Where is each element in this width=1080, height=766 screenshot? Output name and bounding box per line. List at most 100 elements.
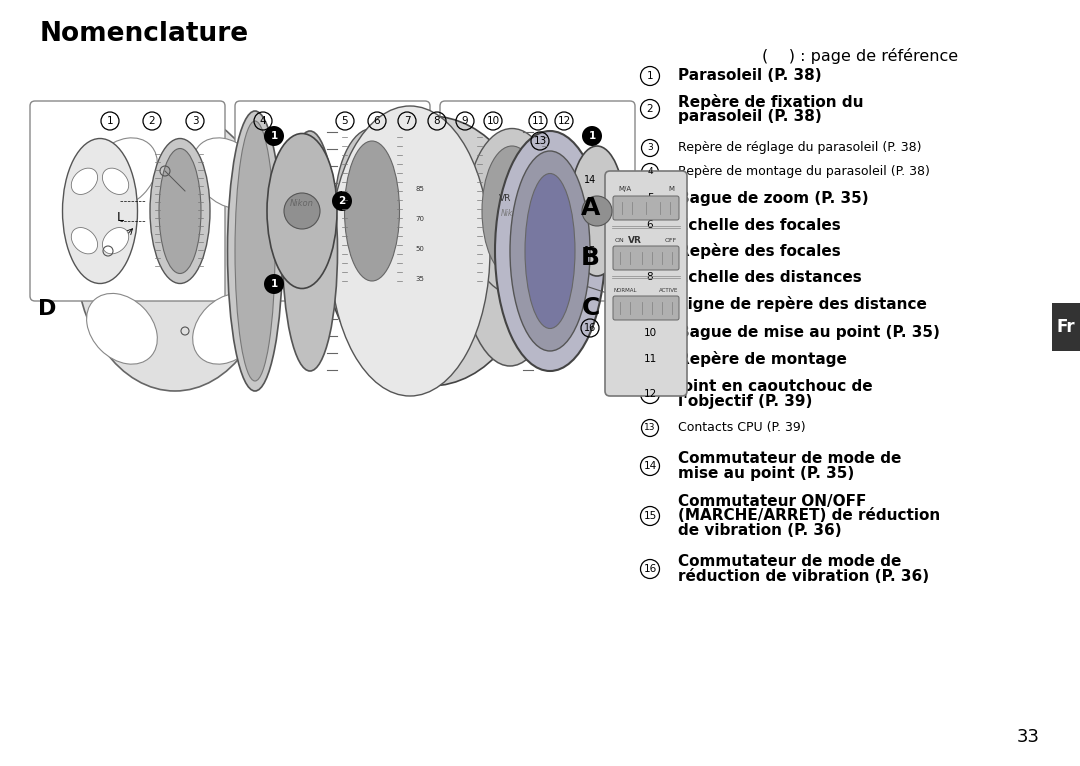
- Text: 35: 35: [416, 276, 424, 282]
- Ellipse shape: [482, 146, 542, 276]
- Text: ACTIVE: ACTIVE: [659, 288, 678, 293]
- Ellipse shape: [525, 174, 575, 329]
- Ellipse shape: [86, 293, 158, 364]
- FancyBboxPatch shape: [440, 101, 635, 301]
- FancyBboxPatch shape: [605, 171, 687, 396]
- Text: C: C: [582, 296, 600, 320]
- FancyBboxPatch shape: [30, 101, 225, 301]
- Circle shape: [332, 191, 352, 211]
- Circle shape: [264, 274, 284, 294]
- Text: 85: 85: [416, 186, 424, 192]
- Circle shape: [284, 193, 320, 229]
- Text: Nomenclature: Nomenclature: [40, 21, 249, 47]
- Text: D: D: [38, 299, 56, 319]
- Text: 10: 10: [486, 116, 500, 126]
- Text: 7: 7: [404, 116, 410, 126]
- Ellipse shape: [150, 139, 210, 283]
- Text: réduction de vibration (P. 36): réduction de vibration (P. 36): [678, 569, 929, 584]
- Text: 6: 6: [374, 116, 380, 126]
- Text: 3: 3: [191, 116, 199, 126]
- Text: Commutateur de mode de: Commutateur de mode de: [678, 451, 902, 466]
- Text: 14: 14: [644, 461, 657, 471]
- Text: OFF: OFF: [665, 238, 677, 243]
- Text: 70: 70: [416, 216, 424, 222]
- Text: 1: 1: [270, 131, 278, 141]
- Text: Repère de montage du parasoleil (P. 38): Repère de montage du parasoleil (P. 38): [678, 165, 930, 178]
- Ellipse shape: [192, 293, 264, 364]
- Text: 1: 1: [647, 71, 653, 81]
- Ellipse shape: [159, 149, 201, 273]
- Text: ON: ON: [615, 238, 624, 243]
- Text: 50: 50: [416, 246, 424, 252]
- Ellipse shape: [283, 131, 337, 371]
- Text: 1: 1: [107, 116, 113, 126]
- FancyBboxPatch shape: [613, 296, 679, 320]
- Text: VR: VR: [627, 236, 642, 245]
- Ellipse shape: [495, 131, 605, 371]
- Text: 14: 14: [584, 175, 596, 185]
- Text: 2: 2: [647, 104, 653, 114]
- Text: 7: 7: [647, 246, 653, 256]
- Text: Bague de zoom (P. 35): Bague de zoom (P. 35): [678, 191, 868, 205]
- Circle shape: [582, 196, 612, 226]
- Ellipse shape: [71, 228, 97, 254]
- FancyBboxPatch shape: [613, 196, 679, 220]
- Text: 5: 5: [341, 116, 349, 126]
- Text: 1: 1: [270, 279, 278, 289]
- Text: NORMAL: NORMAL: [615, 288, 637, 293]
- Text: A: A: [581, 196, 600, 220]
- Text: Commutateur ON/OFF: Commutateur ON/OFF: [678, 493, 866, 509]
- Ellipse shape: [192, 138, 264, 208]
- FancyBboxPatch shape: [1052, 303, 1080, 351]
- Ellipse shape: [71, 169, 97, 195]
- Text: Fr: Fr: [1056, 318, 1076, 336]
- Text: Echelle des distances: Echelle des distances: [678, 270, 862, 284]
- Ellipse shape: [345, 141, 400, 281]
- Text: 6: 6: [647, 220, 653, 230]
- Text: 15: 15: [584, 246, 596, 256]
- Text: de vibration (P. 36): de vibration (P. 36): [678, 523, 841, 538]
- Text: 10: 10: [644, 328, 657, 338]
- Ellipse shape: [63, 139, 137, 283]
- Text: 3: 3: [647, 143, 653, 152]
- Text: 33: 33: [1017, 728, 1040, 746]
- Ellipse shape: [325, 116, 535, 386]
- Text: 12: 12: [557, 116, 570, 126]
- Ellipse shape: [330, 106, 490, 396]
- Text: mise au point (P. 35): mise au point (P. 35): [678, 466, 854, 481]
- Circle shape: [582, 126, 602, 146]
- FancyBboxPatch shape: [235, 101, 430, 301]
- Text: 9: 9: [647, 299, 653, 309]
- Ellipse shape: [510, 151, 590, 351]
- Text: 4: 4: [259, 116, 267, 126]
- Text: 1: 1: [589, 131, 596, 141]
- Ellipse shape: [335, 129, 409, 293]
- Text: 15: 15: [644, 511, 657, 521]
- Text: 2: 2: [623, 201, 631, 211]
- Text: Repère des focales: Repère des focales: [678, 243, 840, 259]
- Ellipse shape: [103, 169, 129, 195]
- Text: Repère de réglage du parasoleil (P. 38): Repère de réglage du parasoleil (P. 38): [678, 142, 921, 155]
- FancyBboxPatch shape: [613, 246, 679, 270]
- Text: 13: 13: [645, 424, 656, 433]
- Text: M/A: M/A: [618, 186, 631, 192]
- Ellipse shape: [86, 138, 158, 208]
- Text: Nikon: Nikon: [291, 199, 314, 208]
- Text: parasoleil (P. 38): parasoleil (P. 38): [678, 109, 822, 124]
- Ellipse shape: [569, 146, 624, 276]
- Text: Joint en caoutchouc de: Joint en caoutchouc de: [678, 379, 874, 394]
- Text: 16: 16: [644, 564, 657, 574]
- Text: (    ) : page de référence: ( ) : page de référence: [761, 48, 958, 64]
- Text: 2: 2: [149, 116, 156, 126]
- Ellipse shape: [467, 129, 557, 293]
- Ellipse shape: [460, 136, 561, 366]
- Text: B: B: [581, 246, 600, 270]
- Circle shape: [264, 126, 284, 146]
- Ellipse shape: [267, 133, 337, 289]
- Text: Repère de montage: Repère de montage: [678, 351, 847, 367]
- Text: Echelle des focales: Echelle des focales: [678, 218, 840, 233]
- Text: (MARCHE/ARRET) de réduction: (MARCHE/ARRET) de réduction: [678, 509, 941, 523]
- Text: Parasoleil (P. 38): Parasoleil (P. 38): [678, 68, 822, 83]
- Text: 5: 5: [647, 193, 653, 203]
- Text: 4: 4: [647, 168, 652, 176]
